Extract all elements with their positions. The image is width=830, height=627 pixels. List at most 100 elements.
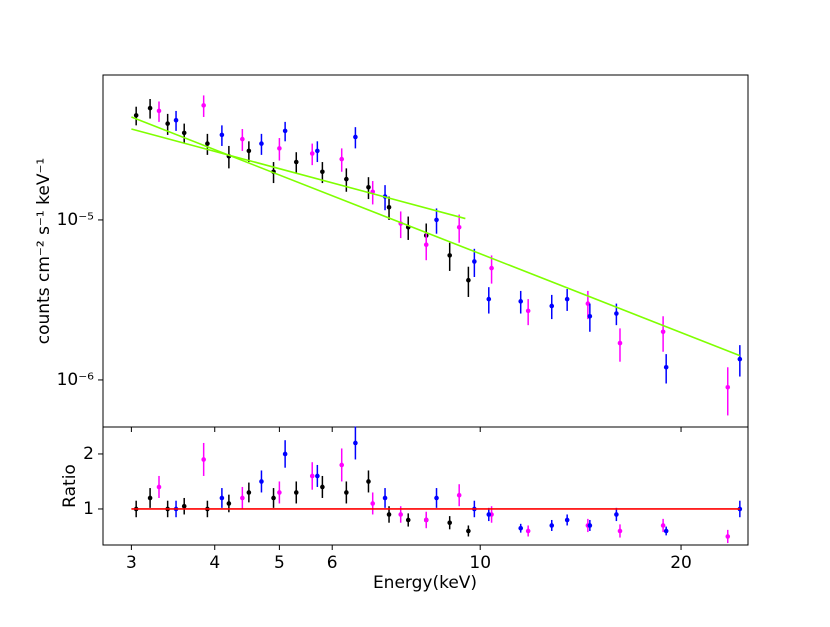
y-tick-label: 2 xyxy=(83,444,94,464)
data-point xyxy=(181,130,187,136)
data-point xyxy=(293,490,299,495)
data-point xyxy=(344,490,349,495)
x-tick-label: 6 xyxy=(327,553,338,573)
data-point xyxy=(339,156,345,162)
data-point xyxy=(386,204,392,210)
data-point xyxy=(447,520,452,526)
data-point xyxy=(344,176,349,182)
data-point xyxy=(370,501,376,506)
data-point xyxy=(320,484,325,490)
data-point xyxy=(226,501,232,506)
y-tick-label: 10⁻⁶ xyxy=(57,370,95,390)
data-point xyxy=(614,311,619,316)
data-point xyxy=(725,534,731,539)
data-point xyxy=(614,512,619,517)
x-axis-label: Energy(keV) xyxy=(373,573,477,593)
x-tick-label: 3 xyxy=(126,553,137,573)
data-point xyxy=(434,495,439,501)
data-point xyxy=(525,308,531,314)
data-point xyxy=(147,105,153,111)
data-point xyxy=(587,523,593,528)
y-axis-label: Ratio xyxy=(60,464,80,508)
data-point xyxy=(240,136,245,142)
data-point xyxy=(405,517,411,523)
data-point xyxy=(246,490,252,495)
data-point xyxy=(737,356,743,362)
data-point xyxy=(398,512,404,517)
y-tick-label: 1 xyxy=(83,499,94,519)
y-axis-label: counts cm⁻² s⁻¹ keV⁻¹ xyxy=(34,158,54,345)
data-point xyxy=(173,117,179,123)
data-point xyxy=(366,479,371,484)
data-point xyxy=(201,103,206,108)
data-point xyxy=(585,301,591,306)
data-point xyxy=(147,495,153,501)
data-point xyxy=(246,148,252,154)
data-point xyxy=(282,128,288,134)
plot-frame xyxy=(102,426,749,546)
data-point xyxy=(277,146,282,151)
data-point xyxy=(293,159,299,165)
data-point xyxy=(156,108,162,114)
data-point xyxy=(205,141,210,146)
data-point xyxy=(219,495,225,501)
x-tick-label: 20 xyxy=(670,553,692,573)
data-point xyxy=(219,132,225,138)
data-point xyxy=(663,364,669,370)
data-point xyxy=(486,296,492,302)
data-point xyxy=(339,462,345,468)
data-point xyxy=(725,384,731,390)
data-point xyxy=(353,134,358,140)
data-point xyxy=(466,528,471,534)
y-tick-label: 10⁻⁵ xyxy=(57,210,94,230)
data-point xyxy=(382,495,388,501)
data-point xyxy=(518,299,524,304)
data-point xyxy=(456,224,462,230)
data-point xyxy=(564,296,570,302)
data-point xyxy=(423,242,429,248)
data-point xyxy=(466,277,471,283)
data-point xyxy=(259,141,264,146)
data-point xyxy=(518,525,524,531)
model-line xyxy=(131,128,466,220)
x-tick-label: 10 xyxy=(469,553,491,573)
data-point xyxy=(486,512,492,517)
x-tick-label: 4 xyxy=(209,553,220,573)
data-point xyxy=(660,523,666,528)
data-point xyxy=(663,528,669,534)
data-point xyxy=(489,265,494,271)
data-point xyxy=(549,303,555,309)
data-point xyxy=(386,512,392,517)
data-point xyxy=(271,495,276,501)
data-point xyxy=(282,451,288,457)
x-tick-label: 5 xyxy=(274,553,285,573)
data-point xyxy=(456,492,462,498)
data-point xyxy=(320,169,325,175)
data-point xyxy=(472,259,477,264)
data-point xyxy=(549,523,555,528)
data-point xyxy=(156,484,162,490)
data-point xyxy=(447,253,452,258)
data-point xyxy=(259,479,264,484)
data-point xyxy=(277,490,282,495)
data-point xyxy=(366,184,371,190)
data-point xyxy=(660,329,666,335)
data-point xyxy=(309,473,315,479)
data-point xyxy=(315,473,320,479)
data-point xyxy=(133,113,139,118)
data-point xyxy=(240,495,245,501)
data-point xyxy=(181,503,187,509)
data-point xyxy=(617,340,623,346)
data-point xyxy=(564,517,570,523)
data-point xyxy=(525,528,531,534)
data-point xyxy=(423,517,429,523)
data-point xyxy=(353,440,358,446)
data-point xyxy=(587,313,593,319)
data-point xyxy=(434,217,439,223)
data-point xyxy=(617,528,623,534)
data-point xyxy=(315,148,320,154)
data-point xyxy=(165,121,170,126)
data-point xyxy=(309,151,315,156)
data-point xyxy=(201,457,206,462)
